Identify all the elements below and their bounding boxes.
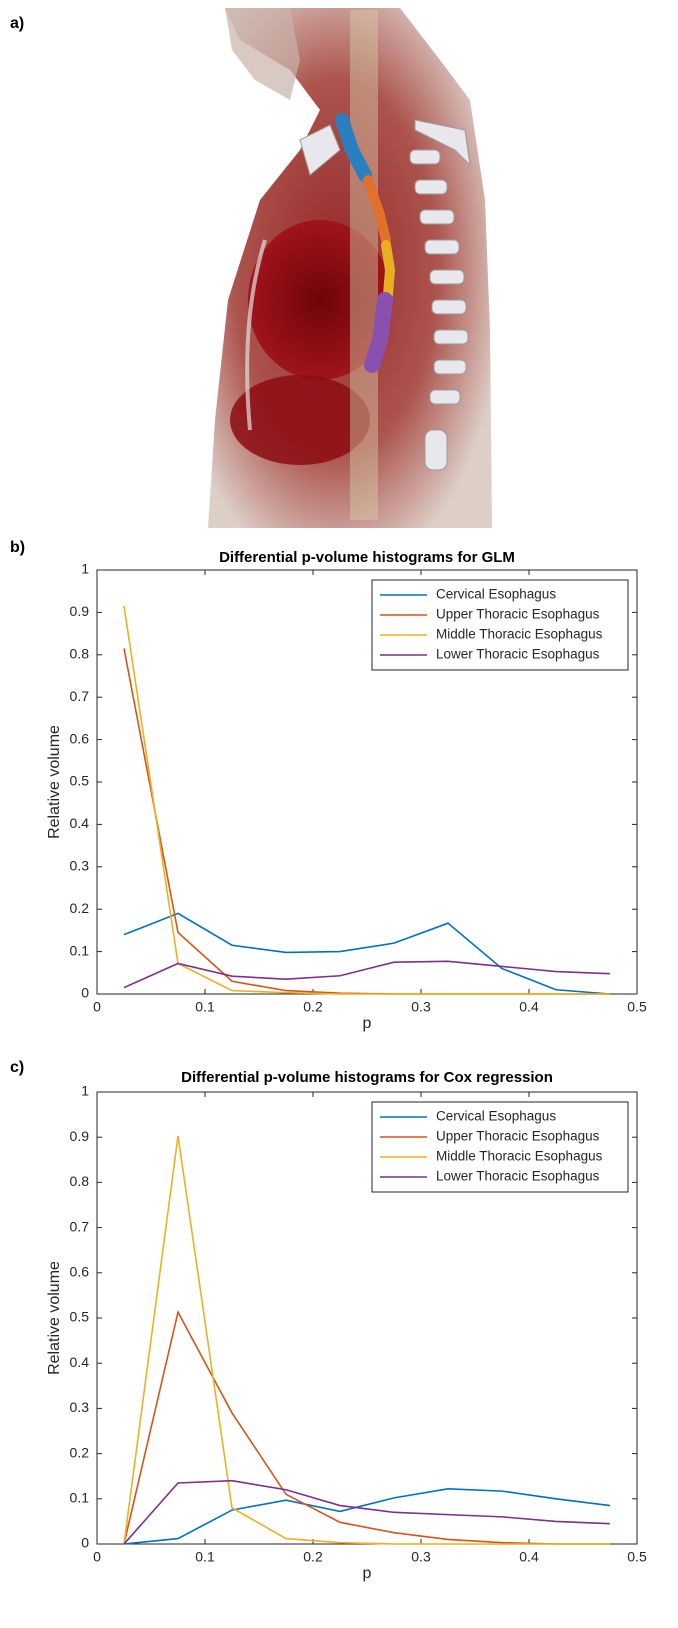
y-tick-label: 0.1 (70, 942, 90, 958)
x-tick-label: 0.4 (519, 1549, 539, 1565)
x-tick-label: 0.1 (195, 999, 215, 1015)
y-tick-label: 0.9 (70, 603, 90, 619)
x-tick-label: 0.2 (303, 999, 323, 1015)
x-tick-label: 0 (93, 999, 101, 1015)
y-tick-label: 0.6 (70, 730, 90, 746)
y-tick-label: 0.7 (70, 1218, 90, 1234)
y-tick-label: 0.9 (70, 1128, 90, 1144)
legend-label: Cervical Esophagus (436, 587, 556, 602)
legend-label: Middle Thoracic Esophagus (436, 627, 603, 642)
y-tick-label: 0.1 (70, 1490, 90, 1506)
panel-label: c) (10, 1059, 24, 1076)
series-line (123, 1135, 610, 1545)
legend-label: Lower Thoracic Esophagus (436, 647, 600, 662)
series-line (123, 605, 610, 995)
series-line (123, 960, 611, 989)
x-tick-label: 0.5 (627, 999, 647, 1015)
y-tick-label: 0.2 (70, 1444, 90, 1460)
y-axis-label: Relative volume (46, 725, 63, 839)
panel-label: b) (10, 539, 25, 556)
legend-label: Upper Thoracic Esophagus (436, 607, 600, 622)
y-axis-label: Relative volume (46, 1261, 63, 1375)
series-line (123, 1479, 611, 1545)
x-tick-label: 0.3 (411, 999, 431, 1015)
y-tick-label: 0.6 (70, 1264, 90, 1280)
series-line (123, 648, 610, 995)
series-line (123, 1488, 611, 1545)
series-line (123, 912, 611, 995)
chart-title: Differential p-volume histograms for Cox… (181, 1069, 553, 1086)
x-axis-label: p (363, 1565, 372, 1582)
legend-label: Cervical Esophagus (436, 1109, 556, 1124)
y-tick-label: 0.4 (70, 1354, 90, 1370)
chart-title: Differential p-volume histograms for GLM (219, 549, 515, 566)
x-tick-label: 0.2 (303, 1549, 323, 1565)
ct-rendering (208, 8, 492, 528)
y-tick-label: 1 (81, 1083, 89, 1099)
x-axis-label: p (363, 1015, 372, 1032)
y-tick-label: 0.3 (70, 858, 90, 874)
y-tick-label: 0 (81, 985, 89, 1001)
y-tick-label: 0.2 (70, 900, 90, 916)
x-tick-label: 0 (93, 1549, 101, 1565)
y-tick-label: 0.8 (70, 646, 90, 662)
x-tick-label: 0.4 (519, 999, 539, 1015)
legend-label: Upper Thoracic Esophagus (436, 1129, 600, 1144)
y-tick-label: 0.5 (70, 773, 90, 789)
x-tick-label: 0.3 (411, 1549, 431, 1565)
y-tick-label: 0 (81, 1535, 89, 1551)
y-tick-label: 0.8 (70, 1173, 90, 1189)
legend-label: Lower Thoracic Esophagus (436, 1169, 600, 1184)
y-tick-label: 0.7 (70, 688, 90, 704)
y-tick-label: 0.3 (70, 1399, 90, 1415)
y-tick-label: 1 (81, 561, 89, 577)
x-tick-label: 0.1 (195, 1549, 215, 1565)
y-tick-label: 0.4 (70, 815, 90, 831)
legend-label: Middle Thoracic Esophagus (436, 1149, 603, 1164)
x-tick-label: 0.5 (627, 1549, 647, 1565)
y-tick-label: 0.5 (70, 1309, 90, 1325)
panel-label: a) (10, 15, 24, 32)
